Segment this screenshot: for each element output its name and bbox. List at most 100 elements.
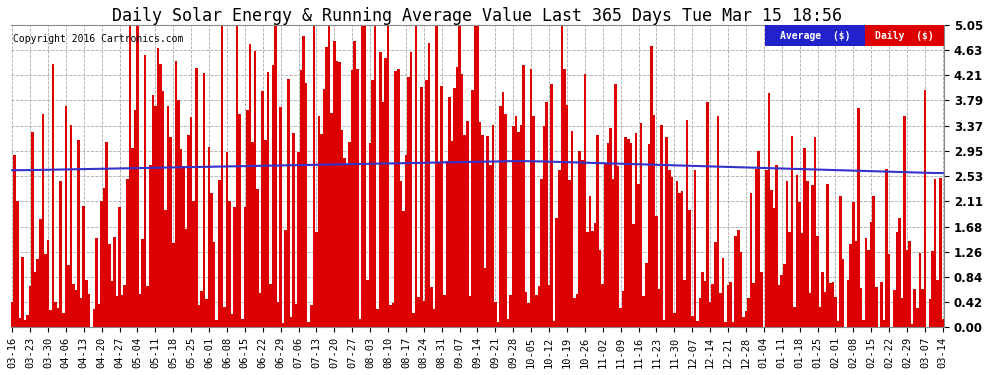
Bar [144, 55, 147, 327]
Bar [622, 291, 625, 327]
Bar [520, 125, 523, 327]
Bar [203, 73, 205, 327]
Bar [793, 308, 796, 327]
Bar [681, 191, 683, 327]
Bar [142, 239, 144, 327]
Bar [696, 321, 699, 327]
Bar [627, 140, 630, 327]
Bar [607, 144, 609, 327]
Bar [466, 121, 468, 327]
Bar [326, 47, 328, 327]
Bar [903, 116, 906, 327]
Bar [804, 148, 806, 327]
Bar [436, 25, 438, 327]
Bar [159, 64, 161, 327]
Bar [223, 307, 226, 327]
Bar [234, 207, 236, 327]
Bar [862, 320, 865, 327]
Bar [893, 290, 896, 327]
Bar [783, 264, 786, 327]
Bar [617, 166, 620, 327]
Bar [765, 170, 767, 327]
Bar [481, 135, 484, 327]
Bar [284, 230, 287, 327]
Bar [463, 135, 466, 327]
Bar [816, 236, 819, 327]
Bar [305, 83, 308, 327]
Bar [151, 96, 154, 327]
Bar [814, 137, 816, 327]
Bar [535, 295, 538, 327]
Bar [589, 196, 591, 327]
Bar [420, 87, 423, 327]
Bar [379, 52, 381, 327]
Bar [846, 280, 849, 327]
Bar [919, 252, 921, 327]
Bar [655, 216, 657, 327]
Bar [16, 201, 19, 327]
Bar [533, 116, 535, 327]
Bar [742, 317, 744, 327]
Bar [443, 296, 446, 327]
Bar [573, 298, 576, 327]
Bar [865, 238, 867, 327]
Bar [392, 303, 394, 327]
Bar [550, 84, 552, 327]
Bar [694, 170, 696, 327]
Bar [164, 210, 167, 327]
Bar [446, 160, 448, 327]
Bar [494, 302, 497, 327]
Bar [547, 285, 550, 327]
Bar [673, 313, 675, 327]
Bar [400, 181, 402, 327]
Bar [867, 250, 870, 327]
Bar [218, 180, 221, 327]
Bar [287, 79, 289, 327]
Bar [297, 152, 300, 327]
Bar [730, 282, 732, 327]
Bar [108, 244, 111, 327]
Bar [318, 116, 320, 327]
Bar [134, 110, 137, 327]
Bar [328, 25, 331, 327]
Bar [336, 61, 339, 327]
Bar [747, 298, 749, 327]
Bar [448, 97, 450, 327]
Bar [686, 120, 688, 327]
Bar [468, 296, 471, 327]
Bar [625, 137, 627, 327]
Bar [129, 25, 131, 327]
Bar [415, 25, 418, 327]
Bar [755, 169, 757, 327]
Bar [512, 126, 515, 327]
Bar [709, 302, 712, 327]
Bar [418, 297, 420, 327]
Bar [213, 242, 216, 327]
Bar [295, 304, 297, 327]
Bar [366, 279, 369, 327]
Bar [717, 116, 719, 327]
Bar [530, 69, 533, 327]
Bar [363, 25, 366, 327]
Bar [438, 162, 441, 327]
Bar [788, 232, 791, 327]
Bar [767, 93, 770, 327]
Bar [773, 208, 775, 327]
Bar [253, 51, 256, 327]
Bar [47, 240, 50, 327]
Bar [77, 140, 80, 327]
Bar [691, 316, 694, 327]
Bar [872, 196, 875, 327]
Bar [50, 310, 51, 327]
Bar [809, 292, 811, 327]
Bar [638, 184, 640, 327]
Bar [538, 286, 541, 327]
Bar [361, 25, 363, 327]
Bar [236, 25, 239, 327]
Bar [583, 74, 586, 327]
Bar [683, 280, 686, 327]
Bar [279, 107, 282, 327]
Bar [410, 52, 412, 327]
Bar [229, 201, 231, 327]
Bar [282, 323, 284, 327]
